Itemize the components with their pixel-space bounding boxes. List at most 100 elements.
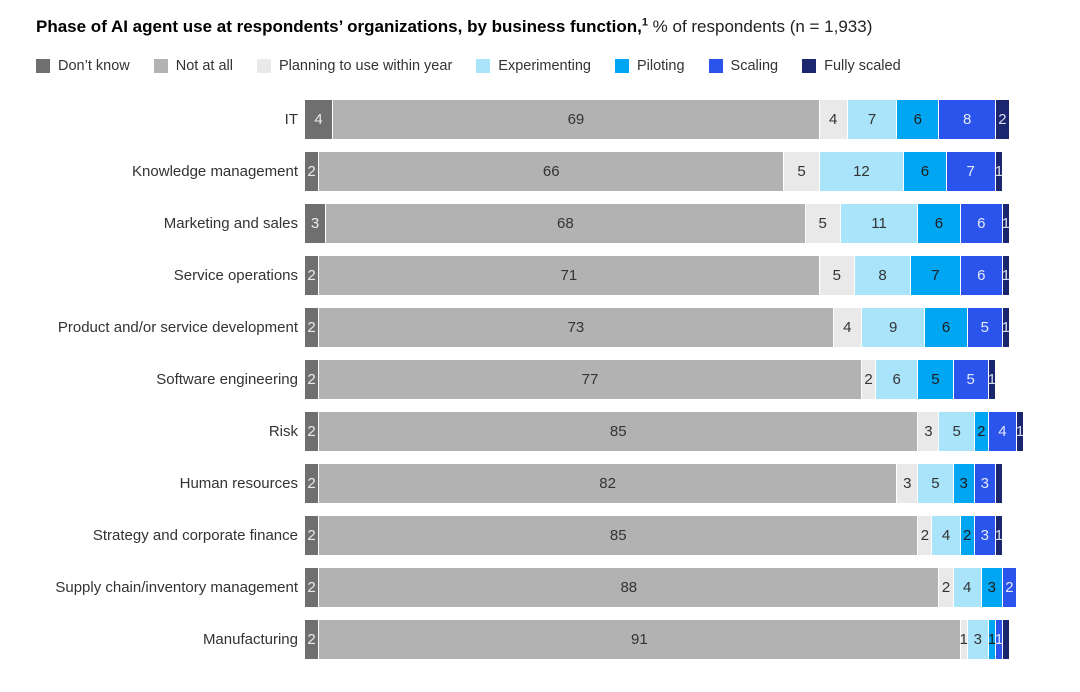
bar-segment-dont-know: 2 xyxy=(305,412,320,451)
segment-value-label: 3 xyxy=(980,527,989,544)
bar-segment-not-at-all: 68 xyxy=(326,204,806,243)
chart-row: Knowledge management 2 66 5 12 6 7 1 xyxy=(0,152,1080,191)
bar-segment-experimenting: 8 xyxy=(854,256,912,295)
bar-segment-scaling: 6 xyxy=(960,256,1003,295)
segment-value-label: 5 xyxy=(832,267,841,284)
legend: Don’t know Not at all Planning to use with… xyxy=(36,58,1080,74)
bar-segment-experimenting: 6 xyxy=(876,360,919,399)
segment-value-label: 68 xyxy=(556,215,574,232)
stacked-bar: 2 73 4 9 6 5 1 xyxy=(305,308,1010,347)
chart-row: Supply chain/inventory management 2 88 2 4 3 2 xyxy=(0,568,1080,607)
segment-value-label: 85 xyxy=(609,423,627,440)
segment-value-label: 2 xyxy=(307,631,316,648)
bar-segment-fully-scaled: 1 xyxy=(1016,412,1024,451)
bar-segment-piloting: 6 xyxy=(897,100,940,139)
bar-segment-not-at-all: 91 xyxy=(319,620,961,659)
segment-value-label: 7 xyxy=(931,267,940,284)
segment-value-label: 2 xyxy=(864,371,873,388)
row-label: IT xyxy=(284,111,298,128)
bar-segment-piloting: 7 xyxy=(911,256,961,295)
bar-segment-experimenting: 5 xyxy=(918,464,954,503)
legend-label: Scaling xyxy=(730,58,779,74)
segment-value-label: 3 xyxy=(973,631,982,648)
bar-segment-planning: 1 xyxy=(959,620,968,659)
legend-label: Not at all xyxy=(175,58,233,74)
bar-segment-fully-scaled: 1 xyxy=(1002,256,1010,295)
chart-title: Phase of AI agent use at respondents’ or… xyxy=(0,0,1080,38)
bar-segment-planning: 2 xyxy=(918,516,933,555)
bar-segment-piloting: 3 xyxy=(953,464,975,503)
bar-segment-scaling: 6 xyxy=(960,204,1003,243)
chart-title-bold: Phase of AI agent use at respondents’ or… xyxy=(36,17,642,36)
segment-value-label: 9 xyxy=(888,319,898,336)
bar-segment-planning: 2 xyxy=(939,568,954,607)
bar-segment-piloting: 6 xyxy=(904,152,947,191)
legend-item-not-at-all: Not at all xyxy=(153,58,233,74)
segment-value-label: 3 xyxy=(980,475,989,492)
legend-swatch-experimenting xyxy=(476,59,491,73)
segment-value-label: 85 xyxy=(609,527,627,544)
row-label: Supply chain/inventory management xyxy=(55,579,298,596)
stacked-bar: 2 66 5 12 6 7 1 xyxy=(305,152,1003,191)
chart-row: IT 4 69 4 7 6 8 2 xyxy=(0,100,1080,139)
legend-item-experimenting: Experimenting xyxy=(476,58,591,74)
segment-value-label: 6 xyxy=(934,215,944,232)
bar-segment-experimenting: 11 xyxy=(840,204,919,243)
row-label: Manufacturing xyxy=(202,631,298,648)
chart-row: Manufacturing 2 91 1 3 1 1 xyxy=(0,620,1080,659)
segment-value-label: 5 xyxy=(931,475,940,492)
bar-segment-dont-know: 2 xyxy=(305,516,320,555)
chart-row: Software engineering 2 77 2 6 5 5 1 xyxy=(0,360,1080,399)
bar-segment-experimenting: 12 xyxy=(819,152,905,191)
chart-row: Product and/or service development 2 73 4 9 6… xyxy=(0,308,1080,347)
segment-value-label: 6 xyxy=(977,215,986,232)
chart-row: Service operations 2 71 5 8 7 6 1 xyxy=(0,256,1080,295)
stacked-bar: 2 77 2 6 5 5 1 xyxy=(305,360,996,399)
legend-swatch-planning xyxy=(256,59,271,73)
stacked-bar: 2 85 3 5 2 4 1 xyxy=(305,412,1024,451)
row-label: Strategy and corporate finance xyxy=(92,527,298,544)
segment-value-label: 3 xyxy=(903,475,912,492)
bar-segment-planning: 4 xyxy=(819,100,848,139)
segment-value-label: 3 xyxy=(987,579,996,596)
chart-row: Human resources 2 82 3 5 3 3 xyxy=(0,464,1080,503)
segment-value-label: 5 xyxy=(931,371,940,388)
segment-value-label: 11 xyxy=(871,215,887,232)
bar-segment-not-at-all: 77 xyxy=(319,360,862,399)
bar-segment-dont-know: 2 xyxy=(305,308,320,347)
legend-label: Fully scaled xyxy=(824,58,901,74)
stacked-bar: 2 88 2 4 3 2 xyxy=(305,568,1017,607)
segment-value-label: 3 xyxy=(310,215,320,232)
segment-value-label: 4 xyxy=(843,319,852,336)
bar-segment-planning: 5 xyxy=(784,152,820,191)
legend-item-fully-scaled: Fully scaled xyxy=(802,58,901,74)
bar-segment-fully-scaled xyxy=(1002,620,1010,659)
segment-value-label: 1 xyxy=(987,371,997,388)
segment-value-label: 5 xyxy=(797,163,806,180)
segment-value-label: 12 xyxy=(853,163,870,180)
bar-segment-experimenting: 7 xyxy=(847,100,898,139)
bar-segment-piloting: 1 xyxy=(988,620,996,659)
segment-value-label: 5 xyxy=(980,319,989,336)
bar-segment-scaling: 2 xyxy=(1002,568,1017,607)
segment-value-label: 3 xyxy=(924,423,933,440)
bar-segment-scaling: 3 xyxy=(974,464,996,503)
segment-value-label: 1 xyxy=(959,631,968,648)
bar-segment-scaling: 5 xyxy=(967,308,1003,347)
segment-value-label: 1 xyxy=(994,631,1004,648)
segment-value-label: 82 xyxy=(599,475,616,492)
bar-segment-planning: 3 xyxy=(918,412,940,451)
segment-value-label: 4 xyxy=(829,111,838,128)
segment-value-label: 5 xyxy=(952,423,961,440)
segment-value-label: 2 xyxy=(307,423,316,440)
bar-segment-not-at-all: 71 xyxy=(319,256,820,295)
bar-segment-fully-scaled: 1 xyxy=(1002,204,1010,243)
segment-value-label: 1 xyxy=(1001,319,1011,336)
bar-segment-not-at-all: 88 xyxy=(319,568,940,607)
segment-value-label: 6 xyxy=(941,319,951,336)
bar-segment-not-at-all: 69 xyxy=(333,100,820,139)
row-label: Human resources xyxy=(179,475,298,492)
segment-value-label: 91 xyxy=(631,631,648,648)
segment-value-label: 71 xyxy=(560,267,578,284)
